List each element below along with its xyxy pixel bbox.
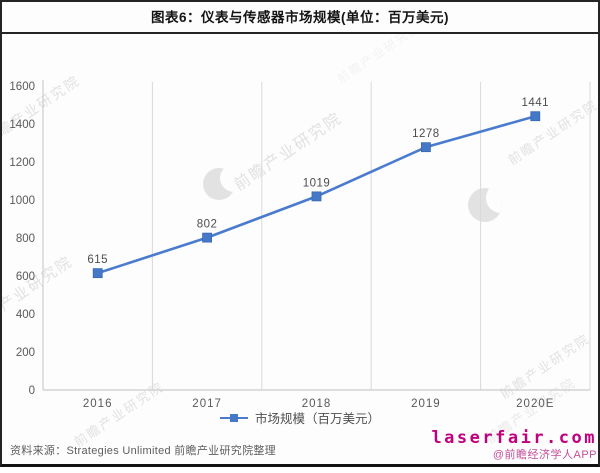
y-tick-label: 1600 (9, 81, 35, 93)
x-tick-label: 2020E (516, 398, 554, 410)
y-tick-label: 200 (16, 347, 35, 359)
brand-watermark: laserfair.com @前瞻经济学人APP (431, 430, 597, 461)
x-tick-label: 2019 (411, 398, 441, 410)
chart-title: 图表6：仪表与传感器市场规模(单位：百万美元) (151, 10, 449, 25)
site-name: laserfair.com (431, 428, 597, 448)
x-tick-label: 2016 (83, 398, 113, 410)
data-point-marker (92, 268, 103, 279)
data-label: 1441 (522, 97, 550, 109)
data-label: 615 (87, 254, 108, 266)
data-point-marker (202, 232, 213, 243)
legend-label: 市场规模（百万美元） (254, 412, 380, 426)
data-point-marker (311, 191, 322, 202)
y-tick-label: 1000 (9, 195, 35, 207)
bottom-margin (0, 467, 600, 473)
data-label: 1019 (303, 177, 331, 189)
x-tick-label: 2018 (302, 398, 332, 410)
x-tick-label: 2017 (192, 398, 222, 410)
y-tick-label: 400 (16, 309, 35, 321)
data-label: 802 (197, 219, 218, 231)
y-tick-label: 600 (16, 271, 35, 283)
y-tick-label: 0 (29, 385, 35, 397)
chart-legend: 市场规模（百万美元） (0, 408, 600, 427)
y-tick-label: 1400 (9, 119, 35, 131)
data-point-marker (530, 111, 541, 122)
y-tick-label: 1200 (9, 157, 35, 169)
data-label: 1278 (412, 128, 440, 140)
legend-line-marker-icon (219, 413, 248, 423)
data-point-marker (420, 142, 431, 153)
source-note: 资料来源：Strategies Unlimited 前瞻产业研究院整理 (10, 445, 276, 457)
y-tick-label: 800 (16, 233, 35, 245)
title-bar: 图表6：仪表与传感器市场规模(单位：百万美元) (0, 0, 600, 34)
app-handle: @前瞻经济学人APP (492, 449, 597, 461)
